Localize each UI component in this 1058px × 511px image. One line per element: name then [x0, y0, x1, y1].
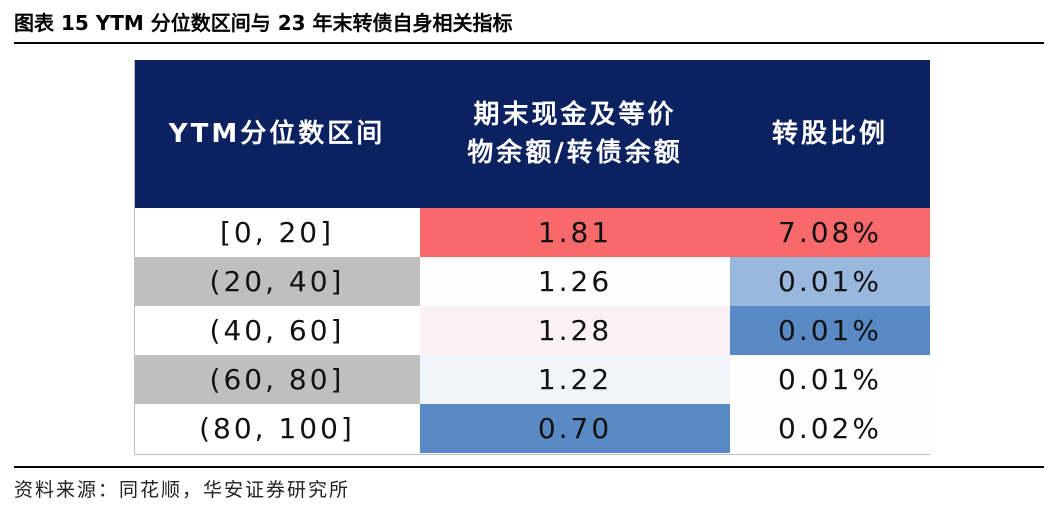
table-row: (40, 60] 1.28 0.01% — [134, 306, 930, 355]
table-row: (20, 40] 1.26 0.01% — [134, 257, 930, 306]
range-cell: [0, 20] — [134, 208, 420, 257]
header-ytm-range: YTM分位数区间 — [168, 119, 386, 149]
table-row: (80, 100] 0.70 0.02% — [134, 404, 930, 453]
top-rule — [14, 42, 1044, 44]
cash-ratio-cell: 1.26 — [420, 257, 730, 306]
range-cell: (20, 40] — [134, 257, 420, 306]
figure-title: 图表 15 YTM 分位数区间与 23 年末转债自身相关指标 — [14, 11, 513, 35]
cash-ratio-cell: 1.22 — [420, 355, 730, 404]
data-table: YTM分位数区间 期末现金及等价 物余额/转债余额 转股比例 [0, 20] 1… — [134, 60, 930, 455]
header-cash-ratio-line1: 期末现金及等价 — [473, 100, 677, 130]
cash-ratio-cell: 1.81 — [420, 208, 730, 257]
cash-ratio-cell: 1.28 — [420, 306, 730, 355]
range-cell: (60, 80] — [134, 355, 420, 404]
table-row: [0, 20] 1.81 7.08% — [134, 208, 930, 257]
conversion-cell: 0.01% — [730, 306, 930, 355]
header-cash-ratio-line2: 物余额/转债余额 — [467, 138, 683, 168]
table-row: (60, 80] 1.22 0.01% — [134, 355, 930, 404]
table-header: YTM分位数区间 期末现金及等价 物余额/转债余额 转股比例 — [134, 60, 930, 208]
conversion-cell: 7.08% — [730, 208, 930, 257]
header-conversion-ratio: 转股比例 — [771, 119, 888, 149]
conversion-cell: 0.01% — [730, 355, 930, 404]
conversion-cell: 0.01% — [730, 257, 930, 306]
range-cell: (80, 100] — [134, 404, 420, 453]
cash-ratio-cell: 0.70 — [420, 404, 730, 453]
range-cell: (40, 60] — [134, 306, 420, 355]
conversion-cell: 0.02% — [730, 404, 930, 453]
source-note: 资料来源：同花顺，华安证券研究所 — [14, 479, 351, 501]
header-cash-ratio: 期末现金及等价 物余额/转债余额 — [420, 60, 730, 208]
bottom-rule — [14, 466, 1044, 468]
